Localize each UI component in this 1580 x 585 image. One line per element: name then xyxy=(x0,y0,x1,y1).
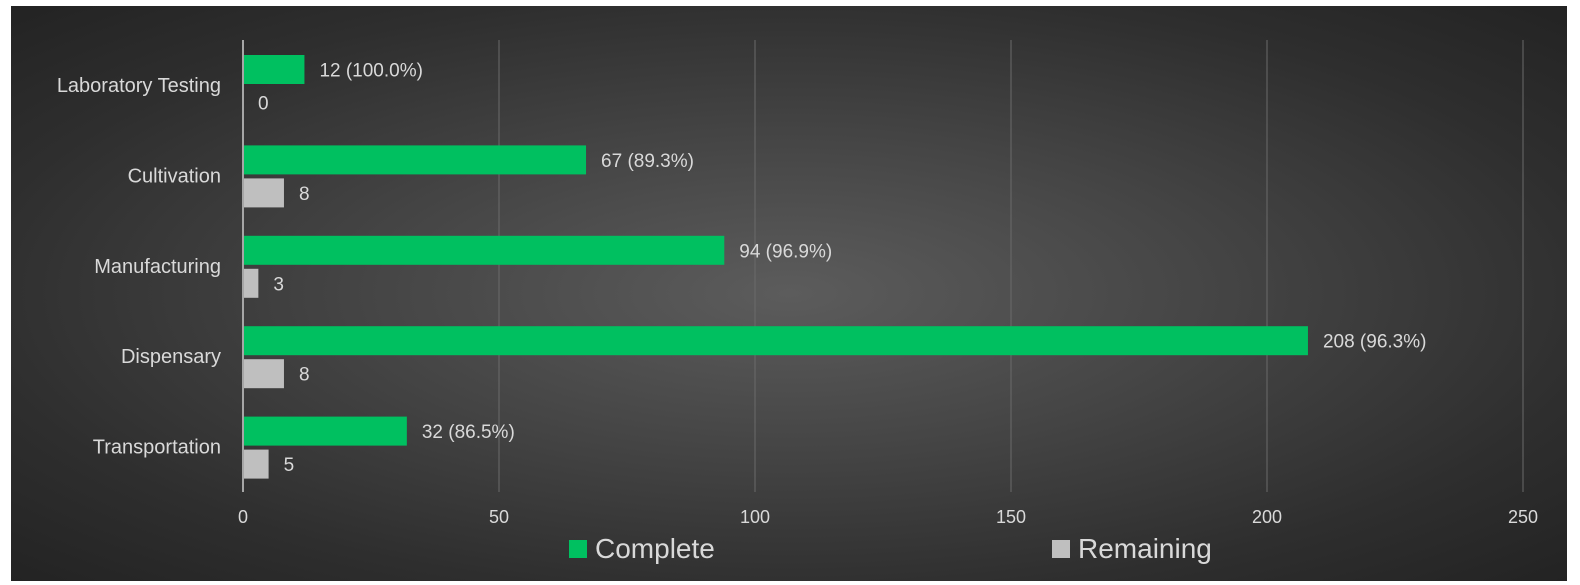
bar-remaining xyxy=(243,178,284,208)
x-tick-label: 250 xyxy=(1508,507,1538,527)
category-label: Manufacturing xyxy=(94,256,221,278)
legend-label: Complete xyxy=(595,533,715,564)
bar-remaining xyxy=(243,449,269,479)
category-label: Transportation xyxy=(93,437,221,459)
x-tick-label: 0 xyxy=(238,507,248,527)
bar-remaining xyxy=(243,359,284,389)
legend-label: Remaining xyxy=(1078,533,1212,564)
legend: Complete Remaining xyxy=(569,533,1212,564)
category-label: Laboratory Testing xyxy=(57,75,221,97)
bars xyxy=(243,55,1308,479)
legend-swatch xyxy=(569,540,587,558)
data-label: 94 (96.9%) xyxy=(739,241,832,262)
chart-frame: 0 50 100 150 200 250 Laboratory Testing 12 (100… xyxy=(11,6,1567,581)
bar-complete xyxy=(243,235,725,265)
legend-swatch xyxy=(1052,540,1070,558)
data-label: 8 xyxy=(299,184,310,205)
x-tick-label: 50 xyxy=(489,507,509,527)
bar-remaining xyxy=(243,268,259,298)
bar-complete xyxy=(243,416,407,446)
category-label: Dispensary xyxy=(121,346,221,368)
x-tick-label: 100 xyxy=(740,507,770,527)
data-label: 0 xyxy=(258,94,269,115)
x-tick-label: 150 xyxy=(996,507,1026,527)
data-label: 3 xyxy=(273,274,284,295)
data-label: 67 (89.3%) xyxy=(601,151,694,172)
data-label: 208 (96.3%) xyxy=(1323,332,1427,353)
data-label: 5 xyxy=(284,455,295,476)
x-tick-label: 200 xyxy=(1252,507,1282,527)
bar-complete xyxy=(243,55,305,84)
data-label: 12 (100.0%) xyxy=(319,61,423,82)
data-label: 32 (86.5%) xyxy=(422,422,515,443)
bar-complete xyxy=(243,326,1308,356)
gridlines xyxy=(498,40,1524,492)
data-label: 8 xyxy=(299,365,310,386)
category-label: Cultivation xyxy=(128,165,221,187)
bar-complete xyxy=(243,145,587,175)
